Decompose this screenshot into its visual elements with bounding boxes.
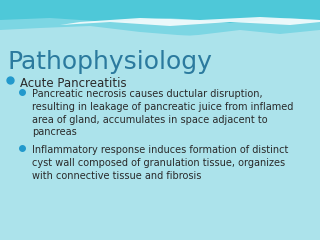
Polygon shape	[60, 17, 320, 26]
Text: Acute Pancreatitis: Acute Pancreatitis	[20, 77, 127, 90]
Text: Pathophysiology: Pathophysiology	[8, 50, 213, 74]
Polygon shape	[0, 34, 320, 240]
Polygon shape	[0, 26, 320, 240]
Polygon shape	[0, 18, 320, 240]
Text: Pancreatic necrosis causes ductular disruption,
resulting in leakage of pancreat: Pancreatic necrosis causes ductular disr…	[32, 89, 293, 137]
Polygon shape	[0, 0, 320, 45]
Text: Inflammatory response induces formation of distinct
cyst wall composed of granul: Inflammatory response induces formation …	[32, 145, 288, 180]
